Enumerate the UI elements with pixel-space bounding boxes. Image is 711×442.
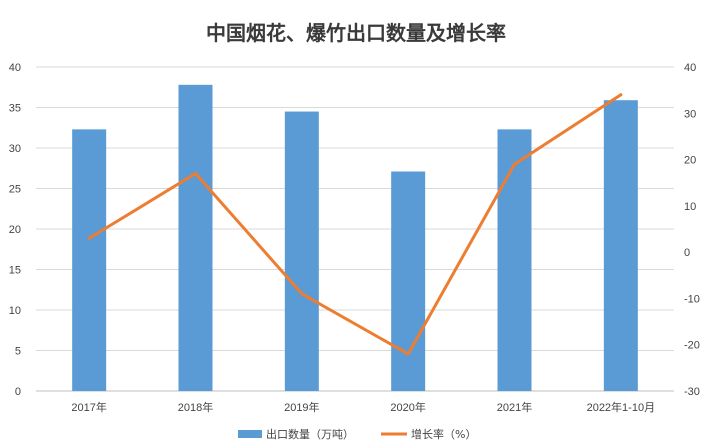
right-tick-label: 10 <box>684 201 696 213</box>
bar <box>391 171 426 391</box>
x-tick-label: 2019年 <box>284 400 319 414</box>
right-tick-label: -30 <box>684 386 700 398</box>
legend-label-line: 增长率（%） <box>411 427 476 441</box>
left-axis-ticks: 0 5 10 15 20 25 30 35 40 <box>9 62 21 398</box>
legend: 出口数量（万吨） 增长率（%） <box>238 427 476 441</box>
line-point <box>300 292 304 296</box>
bar <box>178 84 213 391</box>
right-tick-label: -10 <box>684 293 700 305</box>
left-tick-label: 30 <box>9 143 21 155</box>
x-tick-label: 2021年 <box>497 400 532 414</box>
line-point <box>194 171 197 175</box>
left-tick-label: 10 <box>9 305 21 317</box>
left-tick-label: 0 <box>15 386 21 398</box>
left-tick-label: 15 <box>9 265 21 277</box>
x-tick-label: 2022年1-10月 <box>587 400 656 414</box>
left-tick-label: 5 <box>15 346 21 358</box>
left-tick-label: 20 <box>9 224 21 236</box>
bar-series <box>72 84 638 392</box>
gridlines <box>36 66 674 392</box>
x-tick-label: 2018年 <box>178 400 213 414</box>
x-tick-label: 2017年 <box>71 400 106 414</box>
bar <box>497 129 532 391</box>
right-tick-label: 20 <box>684 155 696 167</box>
left-tick-label: 40 <box>9 62 21 74</box>
growth-line <box>87 93 623 356</box>
bar <box>603 100 638 392</box>
line-point <box>619 93 623 97</box>
bar <box>72 129 107 391</box>
bar <box>284 111 319 392</box>
legend-label-bar: 出口数量（万吨） <box>266 427 354 441</box>
line-point <box>406 352 410 356</box>
line-point <box>87 236 91 240</box>
right-tick-label: 30 <box>684 108 696 120</box>
x-tick-label: 2020年 <box>390 400 425 414</box>
right-tick-label: -20 <box>684 340 700 352</box>
chart-title: 中国烟花、爆竹出口数量及增长率 <box>206 21 506 45</box>
right-tick-label: 40 <box>684 62 696 74</box>
left-tick-label: 25 <box>9 184 21 196</box>
left-tick-label: 35 <box>9 103 21 115</box>
legend-swatch-bar <box>238 430 262 438</box>
x-axis-ticks: 2017年 2018年 2019年 2020年 2021年 2022年1-10月 <box>71 400 655 414</box>
right-axis-ticks: -30 -20 -10 0 10 20 30 40 <box>684 62 700 398</box>
line-series <box>87 93 623 356</box>
line-point <box>513 162 516 166</box>
right-tick-label: 0 <box>684 247 690 259</box>
